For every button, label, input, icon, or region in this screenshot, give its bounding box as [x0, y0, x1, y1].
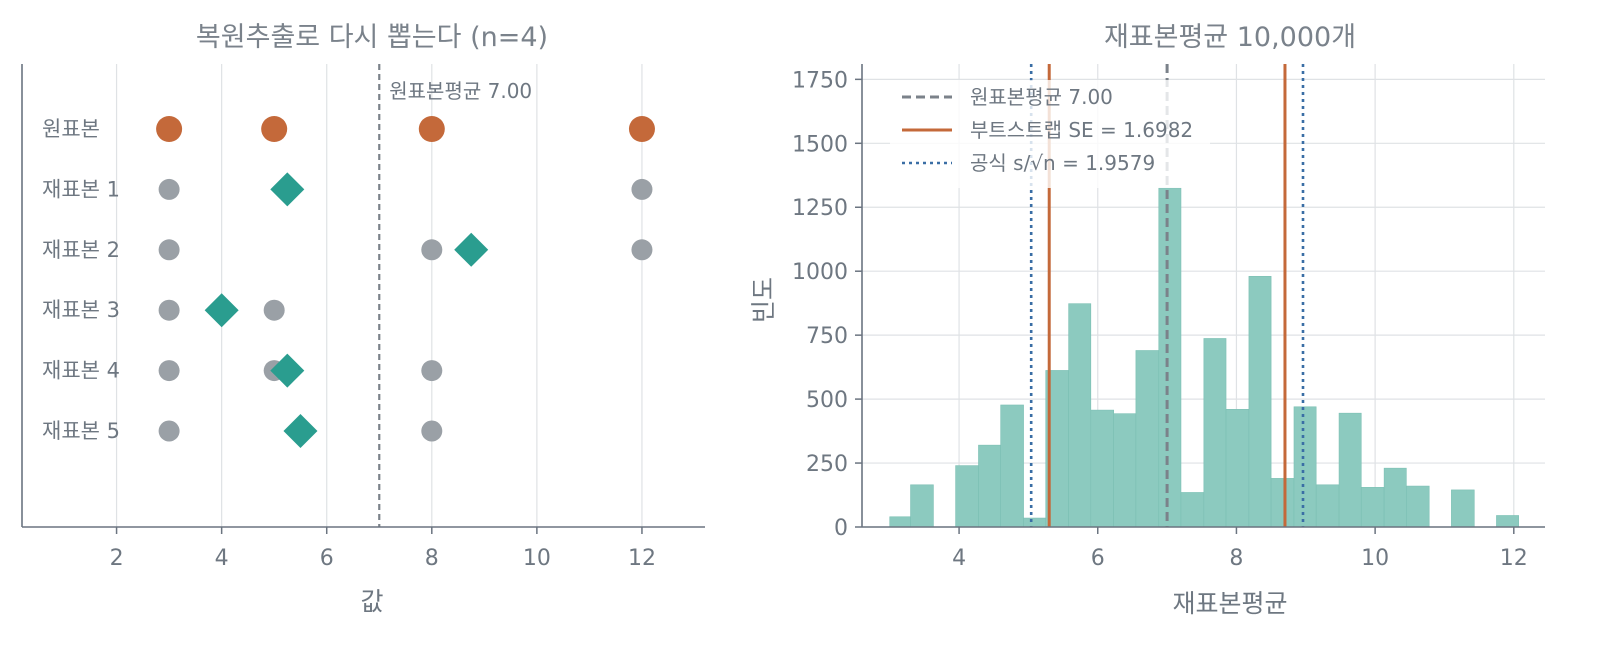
histogram-bar: [1225, 409, 1250, 528]
resample-point: [421, 420, 443, 442]
histogram-bar: [1023, 517, 1047, 528]
left-x-tick-label: 12: [628, 546, 656, 571]
histogram-bar: [1496, 515, 1519, 528]
left-x-tick-label: 4: [215, 546, 229, 571]
legend-label-mean: 원표본평균 7.00: [970, 85, 1113, 109]
resample-point: [631, 239, 653, 261]
legend: 원표본평균 7.00 부트스트랩 SE = 1.6982 공식 s/√n = 1…: [890, 80, 1210, 188]
histogram-bar: [1270, 478, 1295, 528]
right-x-tick-label: 6: [1091, 546, 1105, 571]
histogram-bar: [1090, 409, 1115, 528]
original-sample-point: [628, 116, 655, 142]
right-y-tick-label: 250: [806, 452, 848, 477]
right-y-tick-label: 1000: [792, 260, 848, 285]
right-x-axis-label: 재표본평균: [1172, 589, 1287, 618]
original-sample-point: [261, 116, 288, 142]
histogram-bar: [1203, 338, 1227, 528]
right-panel-histogram: 4 6 8 10 12 0 250 500 750 1000 1250 1500 1750 재표본평균 …: [749, 22, 1545, 618]
resample-point: [631, 178, 653, 200]
histogram-bar: [1135, 350, 1160, 528]
left-x-tick-label: 8: [425, 546, 439, 571]
left-x-tick-label: 2: [110, 546, 124, 571]
right-y-tick-label: 0: [834, 516, 848, 541]
right-y-tick-label: 1250: [792, 196, 848, 221]
resample-point: [158, 360, 180, 382]
resample-mean-diamond: [204, 293, 239, 328]
left-x-tick-label: 10: [523, 546, 551, 571]
histogram-bar: [1113, 413, 1137, 528]
right-y-tick-label: 750: [806, 324, 848, 349]
left-panel-title: 복원추출로 다시 뽑는다 (n=4): [196, 22, 548, 53]
reference-line-annotation: 원표본평균 7.00: [389, 79, 532, 103]
resample-point: [158, 178, 180, 200]
right-x-tick-label: 4: [952, 546, 966, 571]
histogram-bar: [955, 465, 979, 528]
resample-point: [158, 420, 180, 442]
resample-point: [158, 239, 180, 261]
histogram-bar: [1180, 492, 1205, 528]
resample-mean-diamond: [270, 172, 305, 207]
right-axes: 4 6 8 10 12 0 250 500 750 1000 1250 1500 1750: [792, 64, 1545, 571]
resample-point: [421, 360, 443, 382]
histogram-bar: [1451, 489, 1475, 528]
right-y-axis-label: 빈도: [749, 277, 778, 323]
histogram-bar: [1338, 412, 1362, 528]
left-axes: 2 4 6 8 10 12: [21, 64, 705, 571]
resample-point: [263, 299, 285, 321]
right-panel-title: 재표본평균 10,000개: [1104, 22, 1356, 53]
histogram-bar: [1383, 467, 1407, 528]
original-sample-point: [156, 116, 183, 142]
row-label: 재표본 1: [42, 177, 120, 201]
resample-mean-diamond: [454, 232, 489, 267]
resample-point: [421, 239, 443, 261]
legend-label-formula-se: 공식 s/√n = 1.9579: [970, 151, 1155, 175]
right-y-tick-label: 500: [806, 388, 848, 413]
right-x-tick-label: 12: [1500, 546, 1528, 571]
histogram-bar: [1248, 276, 1272, 528]
right-bars: [889, 187, 1519, 528]
histogram-bar: [1406, 485, 1430, 528]
resample-point: [158, 299, 180, 321]
row-label: 원표본: [42, 117, 100, 141]
row-label: 재표본 5: [42, 419, 120, 443]
histogram-bar: [1068, 303, 1092, 528]
histogram-bar: [1158, 187, 1182, 528]
resample-mean-diamond: [283, 414, 318, 448]
histogram-bar: [1315, 484, 1340, 528]
left-x-tick-label: 6: [320, 546, 334, 571]
right-y-tick-label: 1750: [792, 68, 848, 93]
histogram-bar: [1293, 406, 1317, 528]
right-x-tick-label: 8: [1229, 546, 1243, 571]
row-label: 재표본 4: [42, 359, 120, 383]
right-y-tick-label: 1500: [792, 132, 848, 157]
histogram-bar: [910, 484, 934, 528]
row-label: 재표본 2: [42, 238, 120, 262]
right-x-tick-label: 10: [1361, 546, 1389, 571]
legend-label-bootstrap-se: 부트스트랩 SE = 1.6982: [970, 118, 1193, 142]
histogram-bar: [1360, 487, 1385, 528]
histogram-bar: [978, 444, 1001, 528]
histogram-bar: [889, 516, 911, 528]
original-sample-point: [418, 116, 445, 142]
left-x-axis-label: 값: [360, 587, 383, 616]
row-label: 재표본 3: [42, 298, 120, 322]
resample-mean-diamond: [270, 353, 305, 388]
histogram-bar: [1000, 404, 1024, 528]
legend-background: [890, 80, 1210, 188]
